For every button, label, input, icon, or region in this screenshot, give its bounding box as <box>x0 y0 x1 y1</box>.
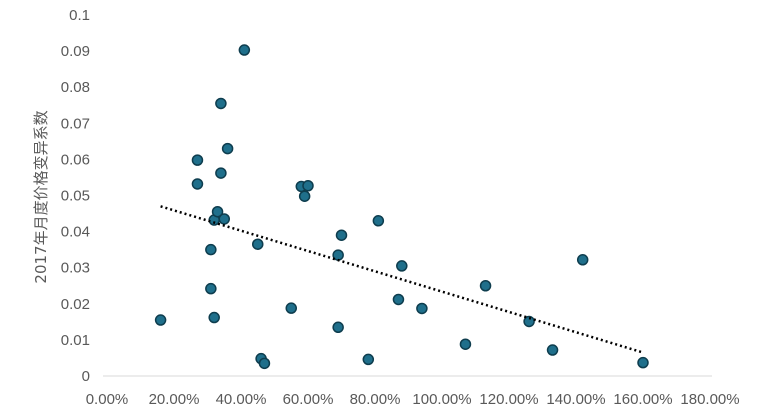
x-tick-label: 120.00% <box>479 391 538 408</box>
data-point <box>218 213 230 225</box>
data-point <box>523 315 535 328</box>
data-point <box>416 302 428 315</box>
data-point <box>258 357 271 370</box>
data-point <box>215 97 227 110</box>
x-tick-label: 60.00% <box>283 391 334 408</box>
data-point <box>335 229 348 241</box>
y-tick-label: 0.02 <box>61 296 90 313</box>
data-point <box>479 280 492 292</box>
y-axis-ticks: 0 0.01 0.02 0.03 0.04 0.05 0.06 0.07 0.08 0.09 0.1 <box>61 7 90 385</box>
data-point <box>332 321 344 334</box>
trendline <box>160 205 644 354</box>
y-tick-label: 0.01 <box>61 332 90 349</box>
data-point <box>215 167 227 179</box>
y-tick-label: 0.07 <box>61 115 90 132</box>
x-tick-label: 80.00% <box>350 391 401 408</box>
data-point <box>396 260 408 272</box>
data-point <box>285 302 297 314</box>
data-point <box>459 338 472 350</box>
data-point <box>208 311 220 324</box>
data-point <box>221 142 234 155</box>
x-tick-label: 100.00% <box>412 391 471 408</box>
x-tick-label: 160.00% <box>613 391 672 408</box>
x-tick-label: 140.00% <box>546 391 605 408</box>
x-tick-label: 0.00% <box>86 391 129 408</box>
x-tick-label: 40.00% <box>216 391 267 408</box>
data-point <box>205 243 217 256</box>
data-point <box>392 293 405 306</box>
y-tick-label: 0.04 <box>61 224 90 241</box>
data-point <box>211 205 224 218</box>
data-point <box>302 180 314 192</box>
data-point <box>362 353 375 366</box>
data-point <box>252 238 264 250</box>
y-tick-label: 0.1 <box>69 7 90 24</box>
x-tick-label: 20.00% <box>149 391 200 408</box>
data-point <box>546 344 559 356</box>
y-tick-label: 0.09 <box>61 43 90 60</box>
y-tick-label: 0 <box>82 368 90 385</box>
data-point <box>637 356 649 369</box>
y-tick-label: 0.03 <box>61 260 90 277</box>
data-point <box>205 282 217 295</box>
data-point <box>154 314 167 326</box>
y-tick-label: 0.06 <box>61 151 90 168</box>
data-point <box>576 254 589 266</box>
y-tick-label: 0.05 <box>61 188 90 205</box>
data-point <box>238 44 251 56</box>
data-points <box>154 44 649 370</box>
x-axis-ticks: 0.00% 20.00% 40.00% 60.00% 80.00% 100.00% 120.… <box>86 391 740 408</box>
data-point <box>298 190 311 202</box>
y-tick-label: 0.08 <box>61 79 90 96</box>
data-point <box>191 154 204 166</box>
data-point <box>191 178 204 190</box>
y-axis-title: 2017年月度价格变异系数 <box>32 110 50 283</box>
data-point <box>372 215 385 227</box>
x-tick-label: 180.00% <box>680 391 739 408</box>
